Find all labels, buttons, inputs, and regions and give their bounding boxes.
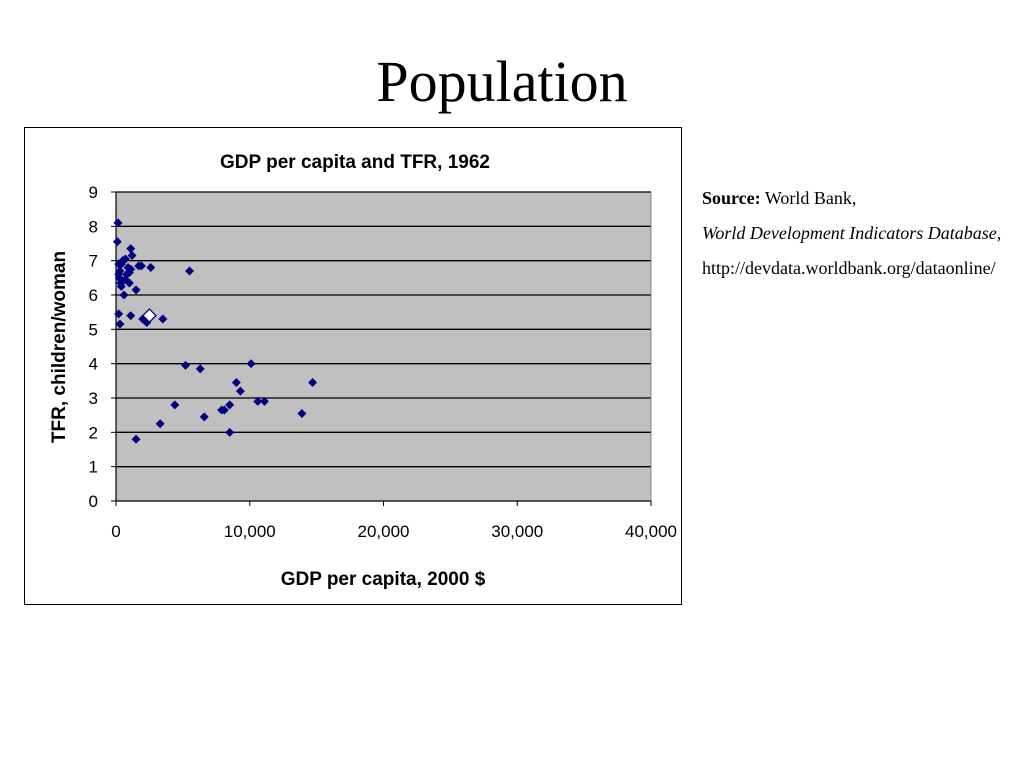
y-tick-label: 3 [89, 389, 98, 408]
highlighted-data-point [142, 308, 157, 324]
y-tick-label: 0 [89, 492, 98, 511]
data-point [120, 254, 130, 264]
data-point [217, 405, 227, 415]
data-point [113, 218, 123, 228]
source-database: World Development Indicators Database, [702, 223, 1002, 244]
y-tick-label: 9 [89, 183, 98, 202]
scatter-chart: GDP per capita and TFR, 1962 0123456789 … [49, 152, 677, 590]
data-point [231, 378, 241, 388]
x-axis-label: GDP per capita, 2000 $ [281, 569, 486, 590]
data-point [115, 319, 125, 329]
data-point [112, 237, 122, 247]
data-point [131, 434, 141, 444]
data-point [114, 309, 124, 319]
source-box: Source: World Bank, World Development In… [702, 186, 1018, 292]
x-tick-label: 20,000 [358, 522, 410, 541]
data-point [131, 285, 141, 295]
data-point [308, 378, 318, 388]
data-point [126, 244, 136, 254]
data-point [115, 266, 125, 276]
data-point [116, 281, 126, 291]
gridlines [116, 191, 651, 468]
data-point [158, 314, 168, 324]
data-point [253, 396, 263, 406]
data-point [136, 261, 146, 271]
data-points [112, 218, 318, 444]
chart-title: GDP per capita and TFR, 1962 [220, 152, 490, 173]
y-tick-label: 4 [89, 355, 98, 374]
data-point [146, 263, 156, 273]
source-url[interactable]: http://devdata.worldbank.org/dataonline/ [702, 258, 996, 279]
x-tick-label: 30,000 [491, 522, 543, 541]
y-tick-labels: 0 1 2 3 4 5 6 7 8 9 [89, 183, 98, 511]
source-org: World Bank, [764, 188, 857, 208]
data-point [297, 408, 307, 418]
y-tick-label: 7 [89, 252, 98, 271]
x-tick-label: 10,000 [224, 522, 276, 541]
slide-title: Population [376, 49, 628, 114]
data-point [185, 266, 195, 276]
y-tick-label: 8 [89, 217, 98, 236]
data-point [225, 427, 235, 437]
x-tick-label: 0 [111, 522, 120, 541]
x-tick-labels: 0 10,000 20,000 30,000 40,000 [111, 522, 677, 541]
data-point [225, 400, 235, 410]
data-point [127, 251, 137, 261]
data-point [124, 278, 134, 288]
data-point [235, 386, 245, 396]
y-tick-label: 5 [89, 320, 98, 339]
data-point [246, 359, 256, 369]
y-axis-label: TFR, children/woman [49, 251, 70, 443]
data-point [170, 400, 180, 410]
data-point [114, 269, 124, 279]
data-point [181, 360, 191, 370]
data-point [195, 364, 205, 374]
data-point [155, 419, 165, 429]
y-tick-label: 6 [89, 286, 98, 305]
source-label: Source: [702, 188, 761, 208]
data-point [259, 396, 269, 406]
data-point [199, 412, 209, 422]
data-point [119, 290, 129, 300]
plot-area [116, 192, 651, 501]
x-tick-label: 40,000 [625, 522, 677, 541]
y-tick-label: 1 [89, 458, 98, 477]
data-point [116, 259, 126, 269]
y-tick-label: 2 [89, 423, 98, 442]
